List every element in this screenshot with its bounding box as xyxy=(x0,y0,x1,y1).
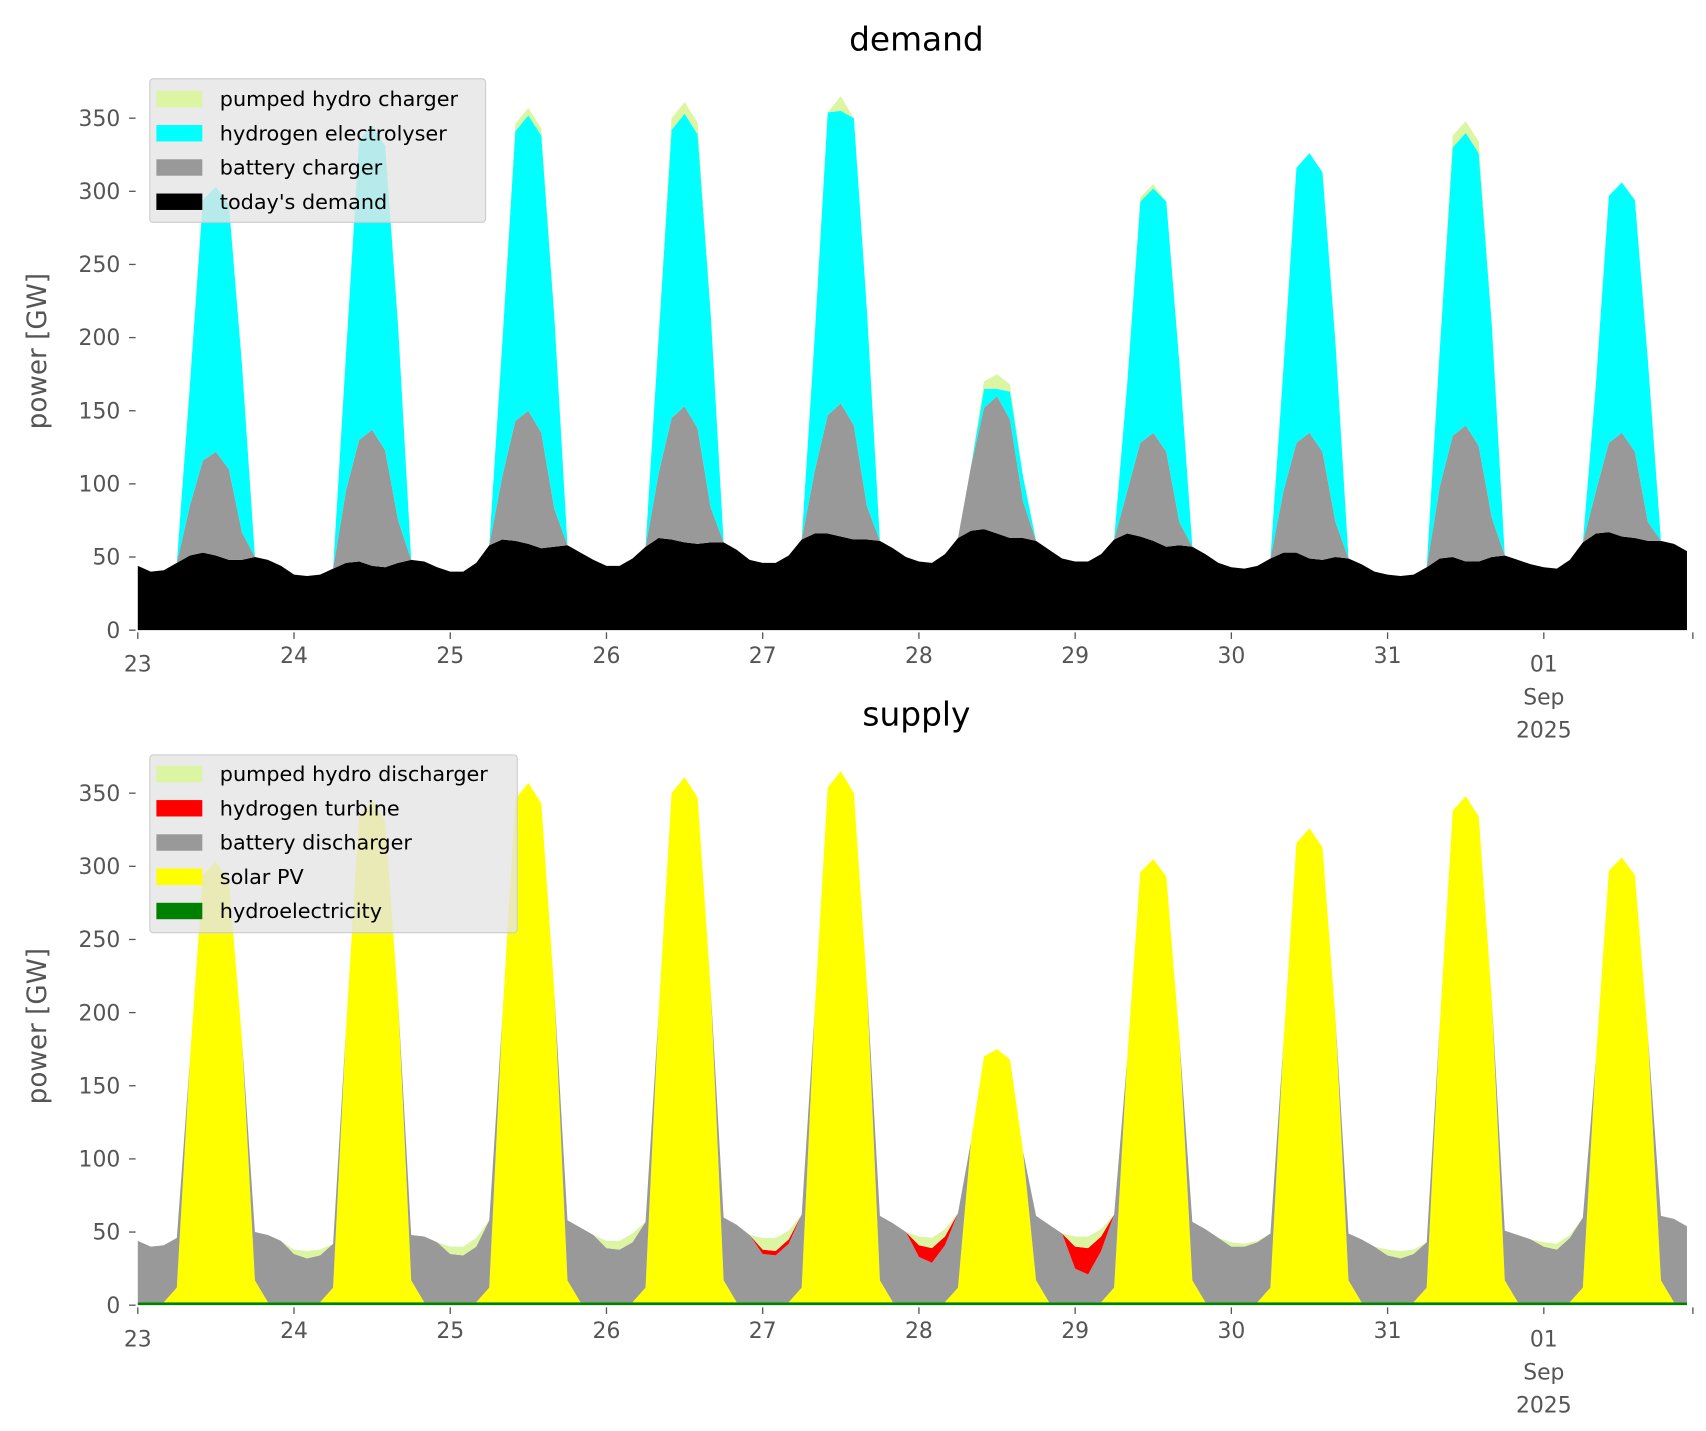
legend-label: pumped hydro discharger xyxy=(220,762,488,786)
hydroelectricity-area xyxy=(137,1302,1687,1306)
x-tick-label: 26 xyxy=(593,644,621,669)
x-tick-label: 25 xyxy=(436,644,464,669)
x-tick-label: 29 xyxy=(1061,644,1089,669)
legend-swatch xyxy=(156,159,203,176)
x-tick-label: 26 xyxy=(593,1319,621,1344)
demand-panel: demand power [GW] 0 50 100 150 200 250 300 350 23 2… xyxy=(23,20,1694,743)
hydrogen-electrolyser-area xyxy=(137,110,1687,577)
y-tick-label: 200 xyxy=(79,1001,121,1026)
y-tick-label: 0 xyxy=(106,1294,120,1319)
legend-label: pumped hydro charger xyxy=(220,87,459,111)
legend-swatch xyxy=(156,193,203,210)
legend-swatch xyxy=(156,800,203,817)
x-tick-label: 23 xyxy=(124,1328,152,1353)
legend-label: hydroelectricity xyxy=(220,899,382,923)
x-tick-sublabel: Sep xyxy=(1523,686,1564,711)
y-tick-label: 0 xyxy=(106,619,120,644)
x-tick-label: 27 xyxy=(749,1319,777,1344)
legend: pumped hydro charger hydrogen electrolyse… xyxy=(149,78,487,223)
x-tick-label: 31 xyxy=(1374,1319,1402,1344)
x-tick-label: 30 xyxy=(1217,644,1245,669)
y-tick-label: 350 xyxy=(79,107,121,132)
y-tick-label: 300 xyxy=(79,180,121,205)
y-tick-label: 150 xyxy=(79,1074,121,1099)
y-axis-label: power [GW] xyxy=(23,948,53,1104)
legend-label: battery discharger xyxy=(220,831,413,855)
legend-swatch xyxy=(156,125,203,142)
legend-swatch xyxy=(156,834,203,851)
y-tick-label: 100 xyxy=(79,1148,121,1173)
supply-panel: supply power [GW] 0 50 100 150 200 250 300 350 23 2… xyxy=(23,695,1694,1418)
x-tick-sublabel: Sep xyxy=(1523,1361,1564,1386)
y-tick-label: 300 xyxy=(79,855,121,880)
x-tick-sublabel: 2025 xyxy=(1516,1393,1572,1418)
y-tick-label: 150 xyxy=(79,399,121,424)
x-tick-label: 30 xyxy=(1217,1319,1245,1344)
y-tick-label: 250 xyxy=(79,253,121,278)
x-tick-label: 01 xyxy=(1530,653,1558,678)
legend-swatch xyxy=(156,868,203,885)
x-tick-label: 01 xyxy=(1530,1328,1558,1353)
legend-label: battery charger xyxy=(220,156,383,180)
y-tick-label: 100 xyxy=(79,473,121,498)
y-tick-label: 250 xyxy=(79,928,121,953)
legend-label: solar PV xyxy=(220,865,305,889)
x-tick-label: 23 xyxy=(124,653,152,678)
battery-charger-area xyxy=(137,396,1687,577)
chart-title: supply xyxy=(862,695,970,733)
y-axis-label: power [GW] xyxy=(23,273,53,429)
legend-label: hydrogen electrolyser xyxy=(220,121,447,145)
legend-swatch xyxy=(156,902,203,920)
x-tick-label: 28 xyxy=(905,1319,933,1344)
x-tick-label: 24 xyxy=(280,644,308,669)
x-tick-label: 27 xyxy=(749,644,777,669)
x-tick-label: 29 xyxy=(1061,1319,1089,1344)
x-tick-label: 25 xyxy=(436,1319,464,1344)
x-tick-label: 28 xyxy=(905,644,933,669)
legend-swatch xyxy=(156,765,203,783)
legend-label: hydrogen turbine xyxy=(220,796,400,820)
legend-label: today's demand xyxy=(220,190,387,214)
legend-box xyxy=(149,754,518,934)
x-tick-label: 24 xyxy=(280,1319,308,1344)
legend: pumped hydro discharger hydrogen turbine b… xyxy=(149,754,518,934)
y-tick-label: 50 xyxy=(92,546,120,571)
y-tick-label: 350 xyxy=(79,782,121,807)
today-s-demand-area xyxy=(137,529,1687,631)
legend-swatch xyxy=(156,90,203,108)
y-tick-label: 50 xyxy=(92,1221,120,1246)
chart-title: demand xyxy=(849,20,984,58)
legend-box xyxy=(149,78,487,223)
solar-pv-area xyxy=(137,771,1687,1303)
x-tick-sublabel: 2025 xyxy=(1516,718,1572,743)
battery-discharger-area xyxy=(137,771,1687,1303)
x-tick-label: 31 xyxy=(1374,644,1402,669)
y-tick-label: 200 xyxy=(79,326,121,351)
